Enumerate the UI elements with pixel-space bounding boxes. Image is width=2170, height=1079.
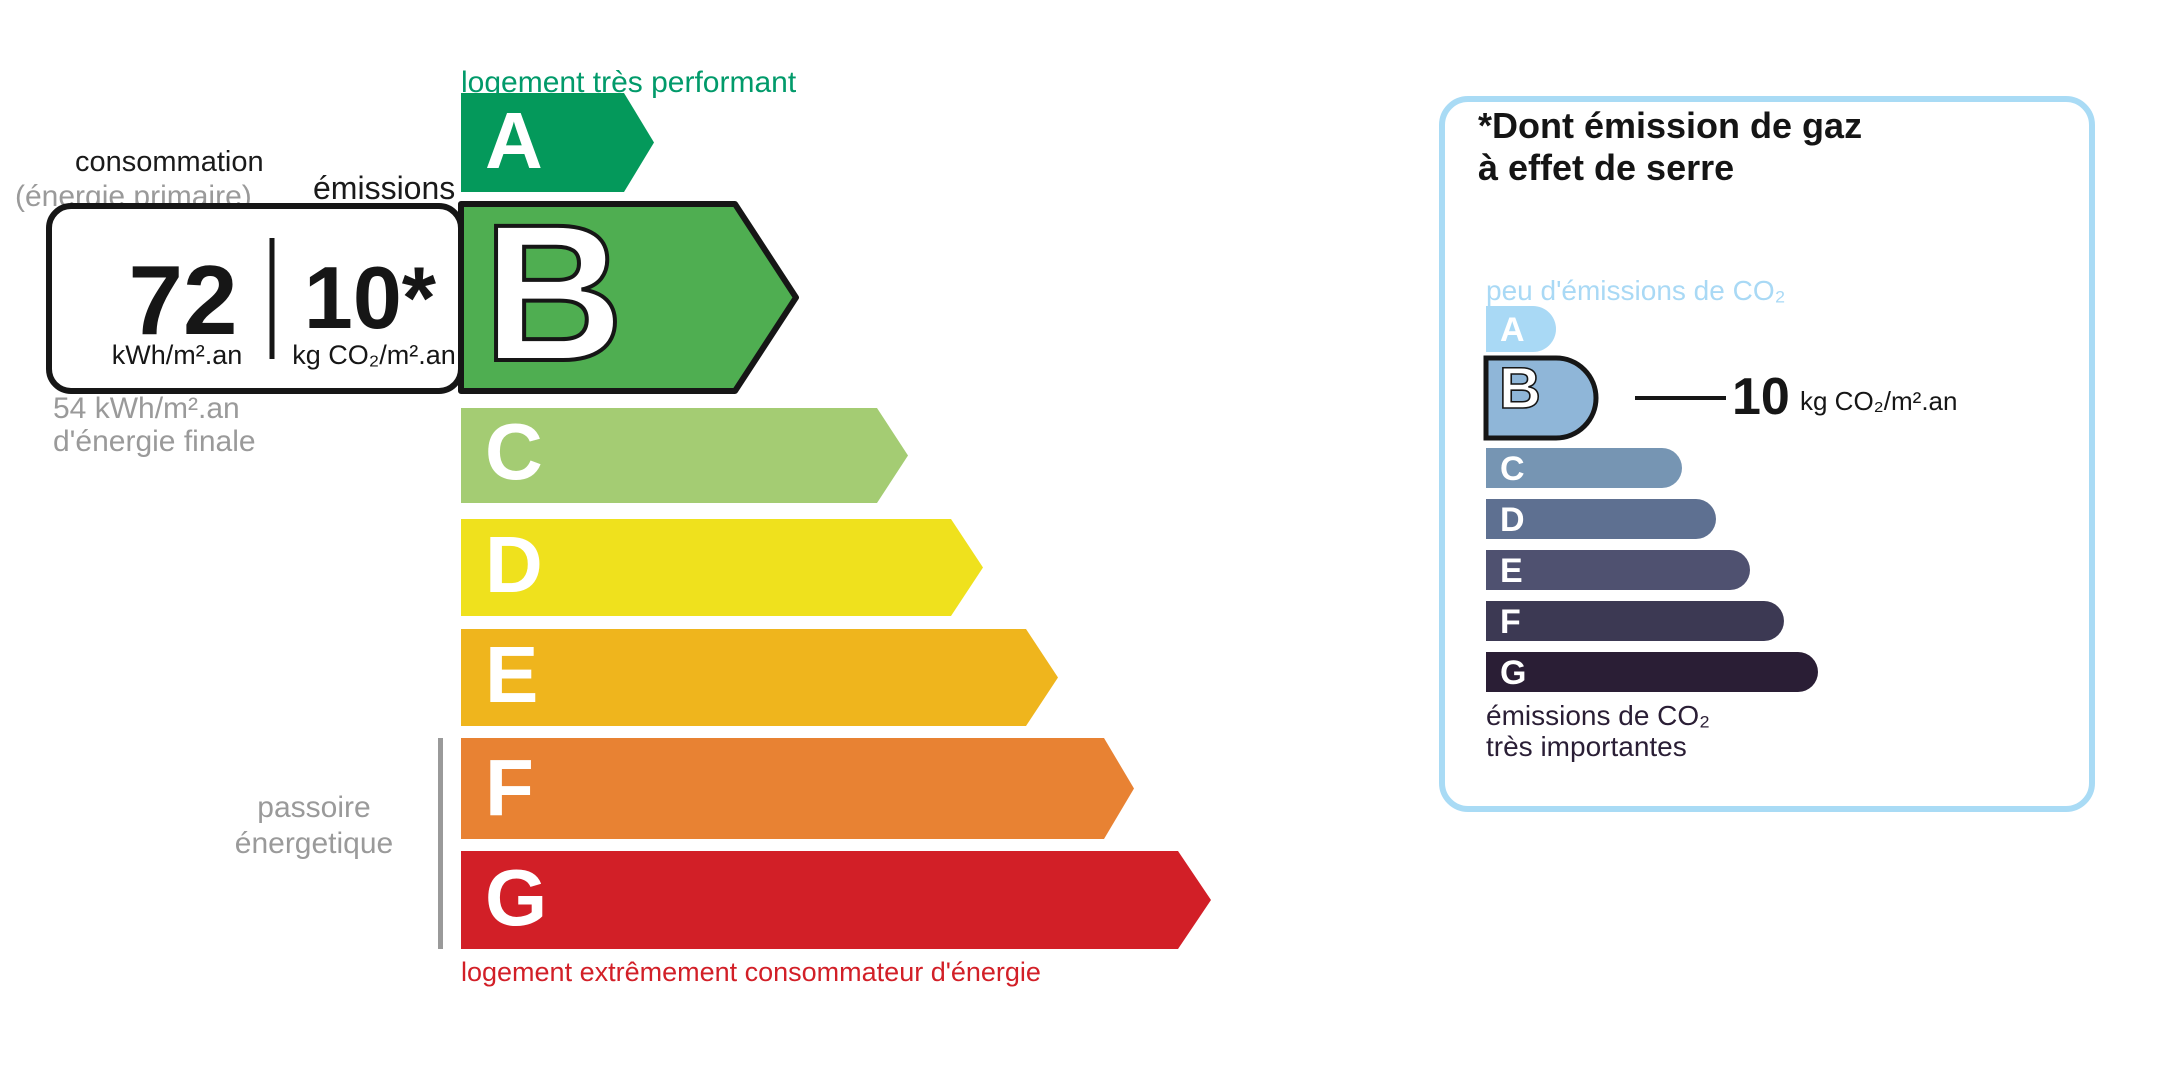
svg-text:E: E — [485, 630, 538, 719]
svg-text:kg CO₂/m².an: kg CO₂/m².an — [292, 340, 456, 370]
svg-text:*Dont émission de gaz: *Dont émission de gaz — [1478, 105, 1862, 146]
svg-text:C: C — [485, 407, 543, 496]
svg-text:D: D — [1500, 501, 1525, 539]
svg-text:10: 10 — [1732, 368, 1790, 426]
svg-text:très importantes: très importantes — [1486, 731, 1687, 762]
svg-text:B: B — [483, 184, 624, 402]
svg-text:G: G — [485, 853, 547, 942]
svg-text:10*: 10* — [304, 248, 437, 347]
svg-text:énergetique: énergetique — [235, 827, 393, 860]
svg-text:peu d'émissions de CO₂: peu d'émissions de CO₂ — [1486, 275, 1785, 306]
svg-text:émissions de CO₂: émissions de CO₂ — [1486, 700, 1710, 731]
svg-text:F: F — [1500, 603, 1521, 641]
svg-text:F: F — [485, 743, 534, 832]
svg-text:passoire: passoire — [257, 791, 370, 824]
svg-text:logement extrêmement consommat: logement extrêmement consommateur d'éner… — [461, 957, 1041, 987]
svg-text:72: 72 — [128, 245, 237, 355]
svg-text:consommation: consommation — [75, 146, 264, 178]
svg-text:C: C — [1500, 450, 1525, 488]
svg-text:A: A — [485, 96, 543, 185]
svg-text:54 kWh/m².an: 54 kWh/m².an — [53, 392, 240, 425]
svg-text:à effet de serre: à effet de serre — [1478, 147, 1734, 188]
svg-text:G: G — [1500, 654, 1526, 692]
svg-text:D: D — [485, 520, 543, 609]
svg-text:A: A — [1500, 311, 1525, 349]
svg-text:E: E — [1500, 552, 1523, 590]
svg-text:kg CO₂/m².an: kg CO₂/m².an — [1800, 386, 1957, 416]
svg-text:kWh/m².an: kWh/m².an — [112, 340, 243, 370]
svg-text:émissions: émissions — [313, 170, 455, 206]
svg-text:d'énergie finale: d'énergie finale — [53, 425, 256, 458]
svg-text:B: B — [1499, 356, 1541, 421]
